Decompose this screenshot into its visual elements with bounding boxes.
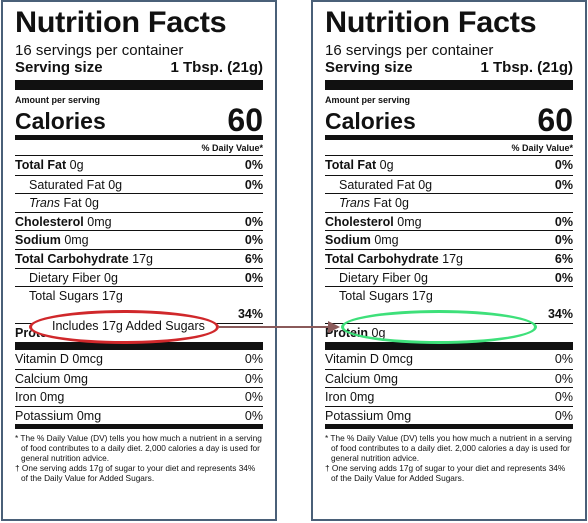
calories-row: Calories 60: [15, 102, 263, 138]
nutrient-row-added-sugars: 34%: [547, 306, 573, 321]
vitamin-rows: Vitamin D 0mcg 0% Calcium 0mg 0% Iron 0mg 0…: [325, 350, 573, 424]
nutrient-row-cholesterol: Cholesterol 0mg 0%: [325, 211, 573, 231]
nutrient-row-cholesterol: Cholesterol 0mg 0%: [15, 211, 263, 231]
nutrient-row-sodium: Sodium 0mg 0%: [325, 230, 573, 249]
vitamin-rows: Vitamin D 0mcg 0% Calcium 0mg 0% Iron 0mg 0…: [15, 350, 263, 424]
label-title: Nutrition Facts: [15, 6, 227, 39]
nutrient-row-total-carbohydrate: Total Carbohydrate 17g 6%: [325, 248, 573, 268]
footnote-daily-value: * The % Daily Value (DV) tells you how m…: [15, 433, 262, 464]
vitamin-row-iron: Iron 0mg 0%: [15, 387, 263, 406]
nutrient-row-sodium: Sodium 0mg 0%: [15, 230, 263, 249]
daily-value-header: % Daily Value*: [511, 143, 573, 153]
footnote-added-sugars: † One serving adds 17g of sugar to your …: [15, 463, 256, 484]
divider-thick-vitamins: [325, 341, 573, 350]
nutrient-row-total-fat: Total Fat 0g 0%: [325, 158, 573, 172]
vitamin-row-vitamin-d: Vitamin D 0mcg 0%: [15, 351, 263, 366]
nutrient-row-total-fat: Total Fat 0g 0%: [15, 158, 263, 172]
vitamin-row-calcium: Calcium 0mg 0%: [325, 368, 573, 388]
footnote: * The % Daily Value (DV) tells you how m…: [325, 433, 573, 483]
nutrient-rows: Total Fat 0g 0% Saturated Fat 0g 0% Trans …: [15, 156, 263, 342]
nutrition-label-right: Nutrition Facts 16 servings per containe…: [311, 0, 587, 521]
nutrient-row-dietary-fiber: Dietary Fiber 0g 0%: [15, 267, 263, 287]
divider-thick: [15, 80, 263, 90]
nutrient-row-saturated-fat: Saturated Fat 0g 0%: [15, 174, 263, 194]
nutrient-row-added-sugars: 34%: [237, 306, 263, 321]
daily-value-header: % Daily Value*: [201, 143, 263, 153]
removed-added-sugars-ellipse-green: [341, 310, 537, 344]
divider-footnote: [15, 424, 263, 430]
nutrient-row-saturated-fat: Saturated Fat 0g 0%: [325, 174, 573, 194]
calories-label: Calories: [15, 108, 106, 134]
calories-value: 60: [227, 102, 263, 138]
servings-per-container: 16 servings per container: [325, 42, 494, 59]
amount-per-serving: Amount per serving: [325, 95, 411, 105]
label-content: Nutrition Facts 16 servings per containe…: [15, 6, 263, 515]
nutrient-rows: Total Fat 0g 0% Saturated Fat 0g 0% Trans …: [325, 156, 573, 342]
serving-size-value: 1 Tbsp. (21g): [170, 59, 263, 76]
calories-row: Calories 60: [325, 102, 573, 138]
serving-size-label: Serving size: [325, 59, 413, 76]
label-title: Nutrition Facts: [325, 6, 537, 39]
vitamin-row-potassium: Potassium 0mg 0%: [325, 405, 573, 425]
vitamin-row-iron: Iron 0mg 0%: [325, 387, 573, 406]
nutrient-row-total-sugars: Total Sugars 17g: [325, 286, 573, 305]
nutrient-row-dietary-fiber: Dietary Fiber 0g 0%: [325, 267, 573, 287]
nutrient-row-total-sugars: Total Sugars 17g: [15, 286, 263, 305]
serving-size-label: Serving size: [15, 59, 103, 76]
vitamin-row-potassium: Potassium 0mg 0%: [15, 405, 263, 425]
calories-label: Calories: [325, 108, 416, 134]
servings-per-container: 16 servings per container: [15, 42, 184, 59]
divider-thick-vitamins: [15, 341, 263, 350]
serving-size-value: 1 Tbsp. (21g): [480, 59, 573, 76]
label-content: Nutrition Facts 16 servings per containe…: [325, 6, 573, 515]
serving-size-row: Serving size 1 Tbsp. (21g): [325, 59, 573, 77]
divider-thick: [325, 80, 573, 90]
amount-per-serving: Amount per serving: [15, 95, 101, 105]
added-sugars-text: Includes 17g Added Sugars: [52, 319, 205, 333]
nutrient-row-total-carbohydrate: Total Carbohydrate 17g 6%: [15, 248, 263, 268]
divider-thin: [15, 155, 263, 156]
serving-size-row: Serving size 1 Tbsp. (21g): [15, 59, 263, 77]
calories-value: 60: [537, 102, 573, 138]
divider-footnote: [325, 424, 573, 430]
nutrient-row-trans-fat: Trans Fat 0g: [325, 193, 573, 212]
divider-thin: [325, 155, 573, 156]
footnote-added-sugars: † One serving adds 17g of sugar to your …: [325, 463, 566, 484]
nutrient-row-trans-fat: Trans Fat 0g: [15, 193, 263, 212]
added-sugars-highlight-ellipse-red: [29, 310, 219, 344]
footnote-daily-value: * The % Daily Value (DV) tells you how m…: [325, 433, 572, 464]
nutrition-label-left: Nutrition Facts 16 servings per containe…: [1, 0, 277, 521]
vitamin-row-calcium: Calcium 0mg 0%: [15, 368, 263, 388]
vitamin-row-vitamin-d: Vitamin D 0mcg 0%: [325, 351, 573, 366]
divider-medium: [325, 135, 573, 140]
footnote: * The % Daily Value (DV) tells you how m…: [15, 433, 263, 483]
divider-medium: [15, 135, 263, 140]
